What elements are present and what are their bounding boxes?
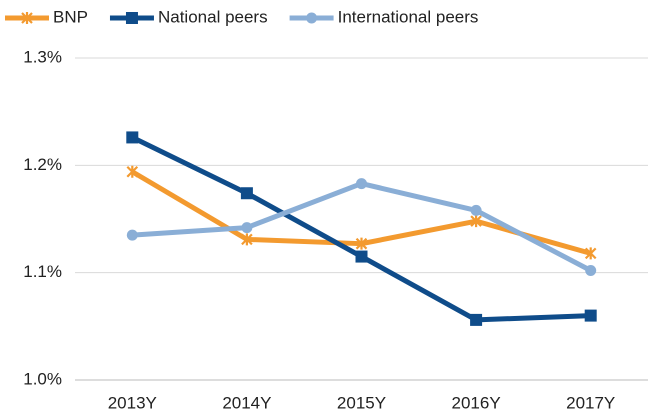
- marker: [241, 233, 253, 246]
- marker: [585, 265, 597, 277]
- marker: [470, 204, 482, 216]
- x-tick-label: 2015Y: [337, 393, 386, 412]
- marker: [126, 229, 138, 241]
- legend-marker: [125, 12, 138, 24]
- x-tick-label: 2014Y: [222, 393, 271, 412]
- marker: [355, 250, 368, 263]
- marker: [584, 309, 597, 322]
- y-tick-label: 1.2%: [23, 155, 62, 174]
- y-tick-label: 1.3%: [23, 47, 62, 66]
- marker: [126, 165, 139, 178]
- x-tick-label: 2017Y: [566, 393, 615, 412]
- y-tick-label: 1.1%: [23, 262, 62, 281]
- legend-label: National peers: [158, 7, 268, 26]
- marker: [470, 215, 482, 228]
- y-tick-label: 1.0%: [23, 369, 62, 388]
- legend-marker: [306, 12, 318, 24]
- marker: [356, 178, 367, 190]
- marker: [240, 187, 253, 200]
- marker: [470, 313, 483, 326]
- x-tick-label: 2016Y: [452, 393, 501, 412]
- legend-marker: [21, 12, 33, 24]
- x-tick-label: 2013Y: [108, 393, 157, 412]
- marker: [355, 237, 368, 250]
- legend-label: BNP: [53, 7, 88, 26]
- marker: [126, 131, 139, 144]
- marker: [241, 222, 253, 234]
- legend-label: International peers: [338, 7, 479, 26]
- marker: [584, 247, 597, 260]
